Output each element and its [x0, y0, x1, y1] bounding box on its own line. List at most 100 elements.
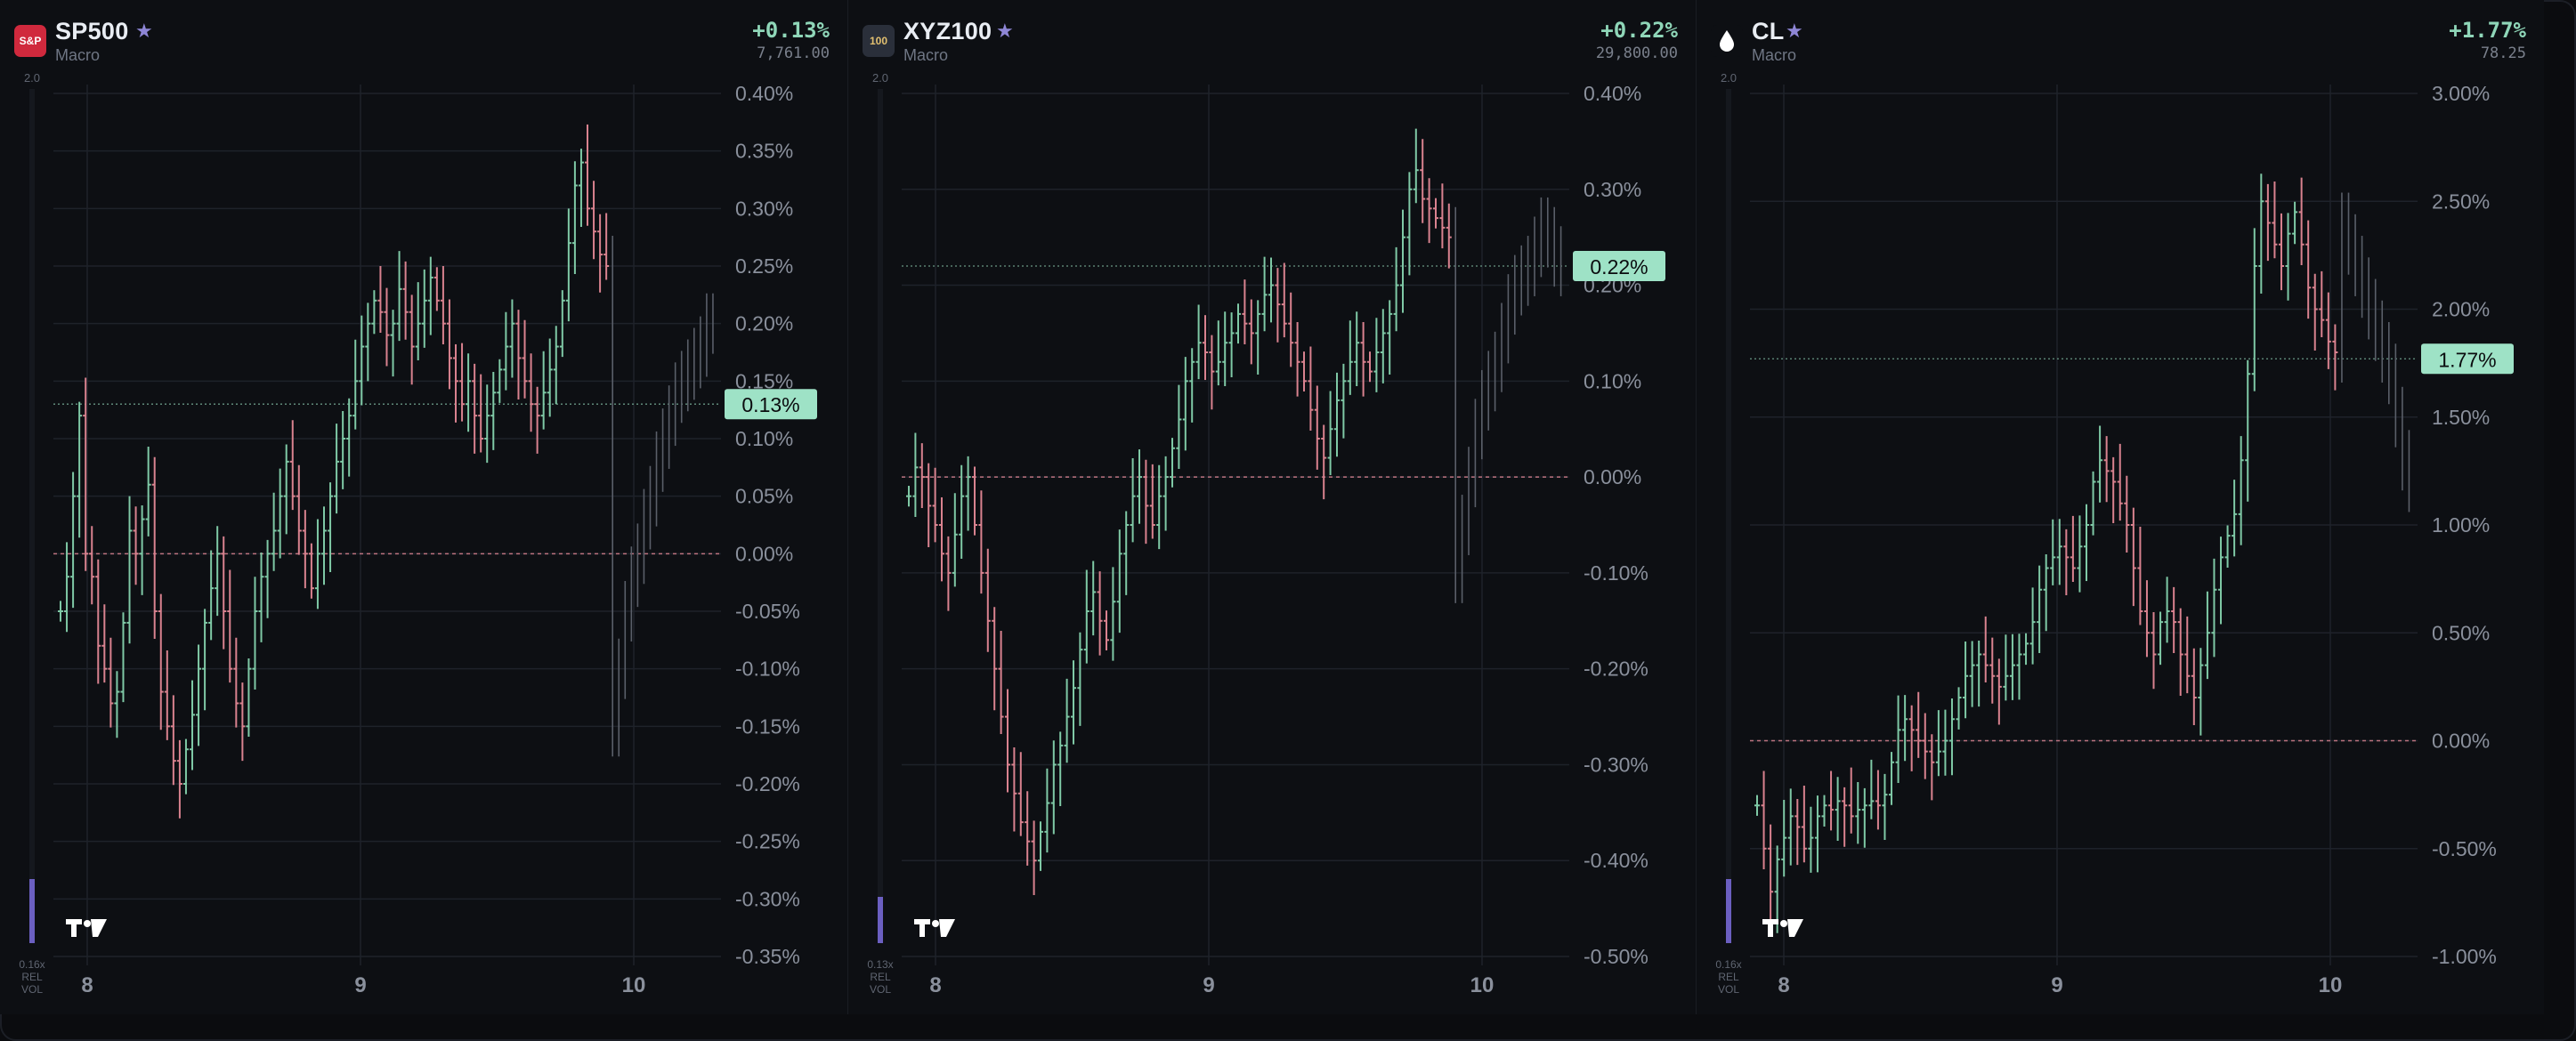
favorite-star-icon[interactable]: ★: [1786, 20, 1803, 42]
x-tick-label: 9: [2051, 973, 2062, 997]
rel-vol-label: REL: [1718, 971, 1739, 983]
panel-header: S&P SP500 ★ Macro +0.13% 7,761.00: [0, 0, 847, 71]
rel-vol-max-label: 2.0: [872, 71, 888, 85]
ticker-symbol[interactable]: CL: [1752, 18, 1785, 44]
favorite-star-icon[interactable]: ★: [996, 20, 1014, 42]
category-label: Macro: [1752, 46, 1797, 64]
y-tick-label: 2.50%: [2432, 190, 2490, 213]
rel-vol-label: VOL: [870, 983, 891, 996]
x-tick-label: 9: [1203, 973, 1214, 997]
tradingview-logo-icon: [914, 919, 955, 937]
x-tick-label: 10: [1470, 973, 1495, 997]
y-tick-label: 0.00%: [2432, 730, 2490, 753]
tradingview-logo-icon: [66, 919, 107, 937]
ticker-symbol[interactable]: SP500: [55, 18, 129, 44]
chart-panel-cl[interactable]: CL ★ Macro +1.77% 78.25 8 9 10 3.00% 2.50% 2.…: [1697, 0, 2544, 1014]
current-value-label: 0.13%: [741, 393, 799, 416]
y-tick-label: 0.00%: [735, 542, 793, 565]
y-tick-label: -0.15%: [735, 714, 800, 738]
current-value-label: 1.77%: [2438, 348, 2496, 371]
y-tick-label: -0.20%: [735, 772, 800, 795]
rel-vol-label: REL: [870, 971, 891, 983]
chart-panel-sp500[interactable]: S&P SP500 ★ Macro +0.13% 7,761.00 8 9 10 0.…: [0, 0, 847, 1014]
last-price: 7,761.00: [757, 44, 830, 62]
x-tick-label: 10: [622, 973, 646, 997]
y-tick-label: -0.10%: [1584, 561, 1648, 585]
y-tick-label: 0.30%: [1584, 178, 1641, 201]
y-tick-label: 1.50%: [2432, 406, 2490, 429]
xyz100-logo-icon: 100: [863, 25, 895, 57]
y-tick-label: 0.25%: [735, 254, 793, 278]
x-tick-label: 9: [354, 973, 366, 997]
rel-vol-label: 0.16x: [1715, 958, 1741, 971]
y-tick-label: -0.50%: [1584, 945, 1648, 968]
y-tick-label: 0.05%: [735, 485, 793, 508]
rel-vol-label: VOL: [1718, 983, 1739, 996]
rel-vol-fill: [1726, 879, 1731, 943]
y-tick-label: -0.05%: [735, 600, 800, 623]
y-tick-label: 0.50%: [2432, 621, 2490, 644]
rel-vol-label: REL: [21, 971, 43, 983]
current-value-label: 0.22%: [1590, 255, 1648, 278]
y-tick-label: -1.00%: [2432, 945, 2497, 968]
tradingview-logo-icon: [1762, 919, 1803, 937]
last-price: 78.25: [2480, 44, 2526, 62]
chart-panel-xyz100[interactable]: 100 XYZ100 ★ Macro +0.22% 29,800.00 8 9 10…: [848, 0, 1696, 1014]
y-tick-label: 0.40%: [735, 82, 793, 105]
rel-vol-fill: [29, 879, 35, 943]
rel-vol-track: [1726, 89, 1731, 943]
x-tick-label: 8: [1778, 973, 1789, 997]
price-chart[interactable]: 8 9 10 0.40% 0.35% 0.30% 0.25% 0.20% 0.15% 0.10% 0…: [0, 62, 847, 1014]
current-value-badge: [1573, 251, 1665, 281]
y-tick-label: 3.00%: [2432, 82, 2490, 105]
category-label: Macro: [55, 46, 101, 64]
last-price: 29,800.00: [1595, 44, 1678, 62]
current-value-badge: [2421, 343, 2514, 375]
y-tick-label: 0.10%: [1584, 369, 1641, 392]
rel-vol-fill: [878, 897, 883, 943]
y-tick-label: 0.30%: [735, 197, 793, 220]
y-tick-label: 0.15%: [735, 369, 793, 392]
y-tick-label: 0.35%: [735, 140, 793, 163]
panel-header: CL ★ Macro +1.77% 78.25: [1697, 0, 2544, 71]
y-tick-label: -0.25%: [735, 830, 800, 853]
x-tick-label: 8: [81, 973, 93, 997]
change-percent: +0.22%: [1600, 18, 1678, 43]
y-tick-label: 0.20%: [735, 312, 793, 335]
y-tick-label: -0.30%: [735, 887, 800, 910]
oil-drop-icon: [1711, 25, 1743, 57]
change-percent: +0.13%: [752, 18, 830, 43]
favorite-star-icon[interactable]: ★: [135, 20, 153, 42]
x-tick-label: 8: [929, 973, 941, 997]
y-tick-label: -0.20%: [1584, 658, 1648, 681]
category-label: Macro: [903, 46, 949, 64]
ticker-symbol[interactable]: XYZ100: [903, 18, 992, 44]
y-tick-label: -0.40%: [1584, 849, 1648, 872]
rel-vol-track: [29, 89, 35, 943]
rel-vol-label: VOL: [21, 983, 43, 996]
rel-vol-label: 0.16x: [19, 958, 45, 971]
y-tick-label: 1.00%: [2432, 513, 2490, 537]
logo-text: S&P: [19, 35, 42, 47]
price-chart[interactable]: 8 9 10 3.00% 2.50% 2.00% 1.50% 1.00% 0.50% 0.00% -…: [1697, 62, 2544, 1014]
y-tick-label: -0.35%: [735, 945, 800, 968]
panel-header: 100 XYZ100 ★ Macro +0.22% 29,800.00: [848, 0, 1696, 71]
y-tick-label: 0.10%: [735, 427, 793, 450]
y-tick-label: 0.00%: [1584, 465, 1641, 488]
sp500-logo-icon: S&P: [14, 25, 46, 57]
price-chart[interactable]: 8 9 100.40%0.30%0.20%0.10%0.00%-0.10%-0.20…: [848, 62, 1696, 1014]
current-value-badge: [725, 389, 817, 420]
y-tick-label: -0.30%: [1584, 753, 1648, 776]
y-tick-label: -0.50%: [2432, 837, 2497, 860]
rel-vol-max-label: 2.0: [1721, 71, 1737, 85]
x-tick-label: 10: [2319, 973, 2343, 997]
y-tick-label: -0.10%: [735, 658, 800, 681]
y-tick-label: 2.00%: [2432, 298, 2490, 321]
rel-vol-label: 0.13x: [867, 958, 893, 971]
change-percent: +1.77%: [2449, 18, 2526, 43]
rel-vol-track: [878, 89, 883, 943]
logo-text: 100: [869, 35, 888, 47]
y-tick-label: 0.40%: [1584, 82, 1641, 105]
rel-vol-max-label: 2.0: [24, 71, 40, 85]
